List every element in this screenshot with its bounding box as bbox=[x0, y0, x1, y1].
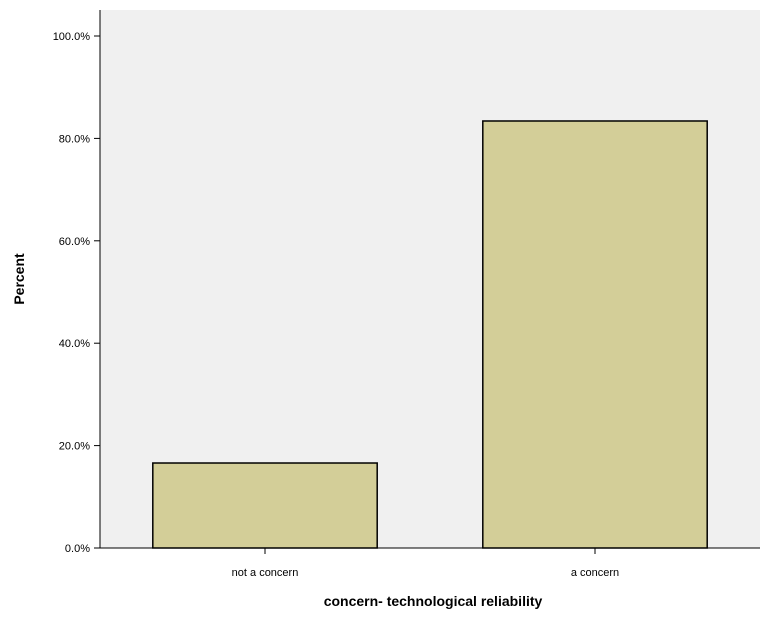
y-axis-ticks: 0.0% 20.0% 40.0% 60.0% 80.0% 100.0% bbox=[53, 31, 100, 555]
x-axis-title: concern- technological reliability bbox=[324, 593, 543, 609]
y-tick-label: 80.0% bbox=[59, 133, 90, 145]
y-tick-label: 40.0% bbox=[59, 338, 90, 350]
y-axis-title: Percent bbox=[11, 253, 27, 305]
bars bbox=[152, 120, 708, 549]
x-tick-label: a concern bbox=[571, 567, 619, 579]
y-tick-label: 60.0% bbox=[59, 236, 90, 248]
x-tick-label: not a concern bbox=[232, 567, 299, 579]
y-tick-label: 0.0% bbox=[65, 543, 90, 555]
y-tick-label: 20.0% bbox=[59, 441, 90, 453]
bar-not-a-concern bbox=[152, 462, 378, 549]
x-axis-ticks: not a concern a concern bbox=[232, 548, 619, 579]
bar-a-concern bbox=[482, 120, 708, 549]
y-tick-label: 100.0% bbox=[53, 31, 91, 43]
